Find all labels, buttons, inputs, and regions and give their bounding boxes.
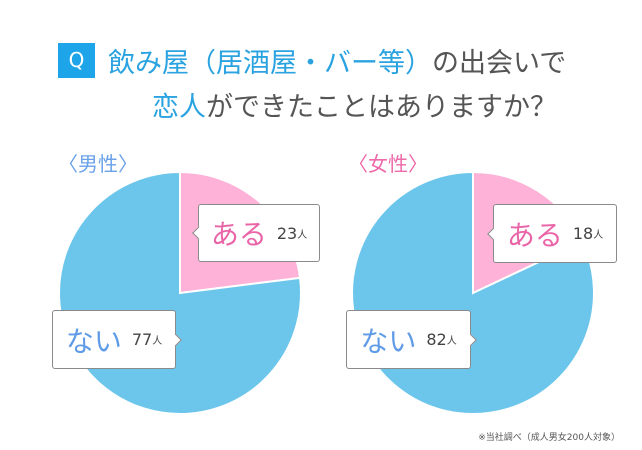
question-badge: Q <box>58 43 95 78</box>
female-yes-callout: ある 18 人 <box>487 204 617 263</box>
male-no-unit: 人 <box>152 336 163 347</box>
male-yes-callout: ある 23 人 <box>192 204 320 262</box>
title-line-1: 飲み屋（居酒屋・バー等）の出会いで <box>108 41 566 80</box>
title-line-2: 恋人ができたことはありますか？ <box>152 85 557 124</box>
title-highlight-2: 恋人 <box>152 92 206 123</box>
female-no-answer: ない <box>360 324 417 358</box>
title-text-2: ができたことはありますか？ <box>206 92 557 123</box>
female-no-unit: 人 <box>446 336 457 347</box>
female-no-count: 82 <box>426 330 447 349</box>
footnote: ※当社調べ（成人男女200人対象） <box>478 433 620 443</box>
title-text-1: の出会いで <box>432 48 567 79</box>
male-no-count: 77 <box>131 330 153 349</box>
male-no-answer: ない <box>65 324 122 358</box>
female-chart-label: 〈女性〉 <box>348 152 428 176</box>
female-yes-answer: ある <box>506 218 563 252</box>
female-no-callout: ない 82 人 <box>346 310 477 369</box>
female-yes-unit: 人 <box>593 230 604 241</box>
male-chart-label: 〈男性〉 <box>58 152 138 176</box>
male-no-callout: ない 77 人 <box>52 310 182 369</box>
female-yes-count: 18 <box>572 224 594 243</box>
title-highlight-1: 飲み屋（居酒屋・バー等） <box>108 48 432 79</box>
male-yes-answer: ある <box>210 218 267 251</box>
male-yes-count: 23 <box>276 223 298 243</box>
male-yes-unit: 人 <box>297 229 308 241</box>
